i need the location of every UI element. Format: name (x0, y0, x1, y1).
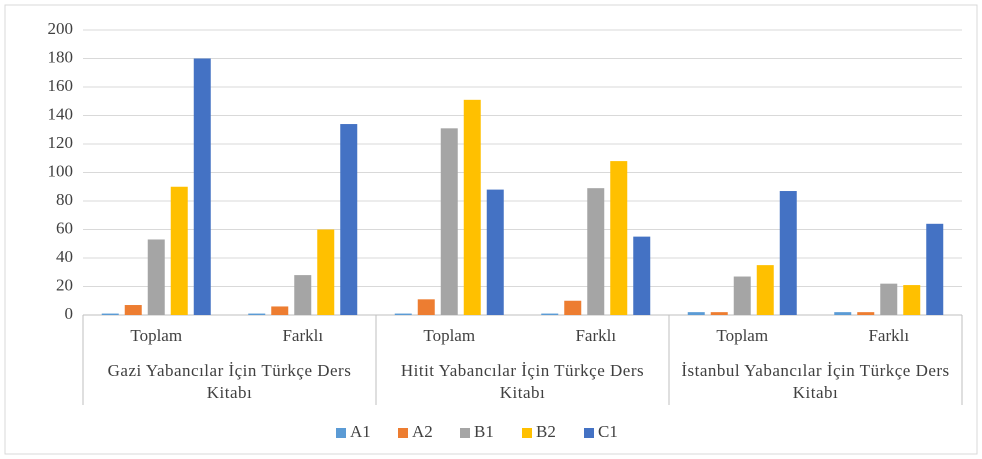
legend-label: A2 (412, 422, 433, 441)
legend-swatch (584, 428, 594, 438)
bar (463, 99, 481, 315)
legend-swatch (522, 428, 532, 438)
bar (486, 189, 504, 315)
bar (124, 305, 142, 315)
legend-label: A1 (350, 422, 371, 441)
legend-label: B2 (536, 422, 556, 441)
y-tick-label: 40 (56, 247, 73, 266)
bar (880, 283, 898, 315)
y-tick-label: 80 (56, 190, 73, 209)
legend-label: B1 (474, 422, 494, 441)
bar (564, 300, 582, 315)
x-tick-label: Farklı (868, 326, 909, 345)
bar (394, 313, 412, 315)
bar (317, 229, 335, 315)
bar (193, 58, 211, 315)
bar (271, 306, 289, 315)
x-tick-label: Farklı (575, 326, 616, 345)
y-tick-label: 140 (48, 104, 74, 123)
bar (417, 299, 435, 315)
bar (756, 265, 774, 315)
bar (733, 276, 751, 315)
bar (170, 186, 188, 315)
y-tick-label: 120 (48, 133, 74, 152)
bar (857, 312, 875, 315)
y-tick-label: 180 (48, 47, 74, 66)
bar (633, 236, 651, 315)
x-tick-label: Toplam (423, 326, 475, 345)
bar (903, 285, 921, 315)
y-tick-label: 20 (56, 275, 73, 294)
group-label: İstanbul Yabancılar İçin Türkçe Ders Kit… (681, 361, 950, 402)
bar (779, 191, 797, 315)
y-tick-label: 0 (65, 304, 74, 323)
group-label: Hitit Yabancılar İçin Türkçe Ders Kitabı (400, 361, 645, 402)
bar (248, 313, 266, 315)
legend-swatch (398, 428, 408, 438)
bar (541, 313, 559, 315)
x-tick-label: Toplam (130, 326, 182, 345)
bar (440, 128, 458, 315)
legend-swatch (336, 428, 346, 438)
bar (710, 312, 728, 315)
legend-swatch (460, 428, 470, 438)
y-tick-label: 160 (48, 76, 74, 95)
x-tick-label: Toplam (716, 326, 768, 345)
group-label: Gazi Yabancılar İçin Türkçe Ders Kitabı (107, 361, 352, 402)
bar (340, 124, 358, 315)
bar (101, 313, 119, 315)
bar (687, 312, 705, 315)
y-tick-label: 60 (56, 218, 73, 237)
bar (147, 239, 165, 315)
y-tick-label: 200 (48, 19, 74, 38)
legend-label: C1 (598, 422, 618, 441)
bar (834, 312, 852, 315)
x-tick-label: Farklı (282, 326, 323, 345)
y-tick-label: 100 (48, 161, 74, 180)
bar (610, 161, 628, 315)
bar (294, 275, 312, 315)
bar (587, 188, 605, 315)
bar (926, 223, 944, 315)
